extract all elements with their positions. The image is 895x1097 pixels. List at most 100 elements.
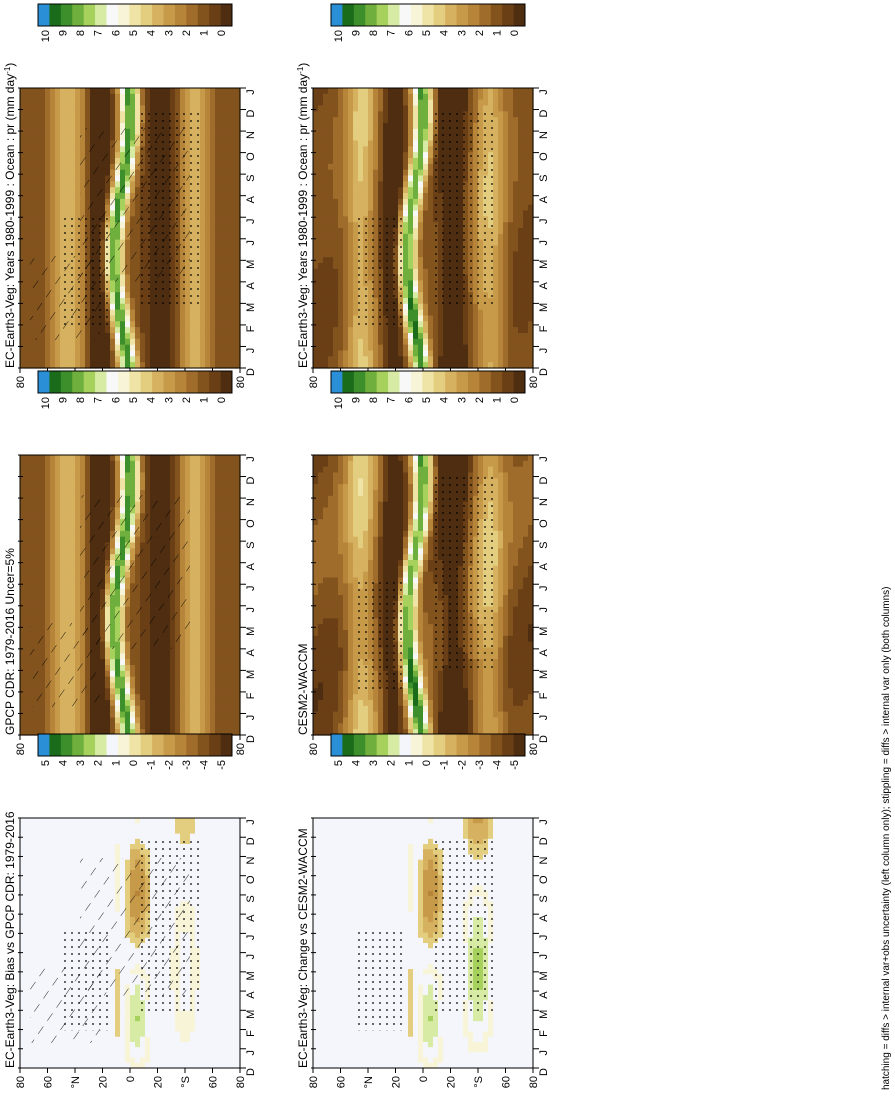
field-cell: [493, 198, 499, 206]
field-cell: [50, 245, 56, 252]
field-cell: [318, 309, 324, 317]
field-cell: [523, 268, 529, 276]
field-cell: [408, 350, 414, 357]
field-cell: [145, 472, 151, 479]
field-cell: [115, 280, 121, 287]
field-cell: [45, 233, 51, 241]
field-cell: [528, 111, 534, 118]
field-cell: [403, 356, 409, 363]
field-cell: [30, 222, 36, 229]
field-cell: [498, 338, 504, 346]
field-cell: [313, 88, 319, 95]
field-cell: [313, 350, 319, 357]
field-cell: [363, 134, 369, 142]
field-cell: [523, 362, 529, 369]
field-cell: [523, 88, 529, 95]
colorbar-swatch: [95, 4, 107, 26]
field-cell: [333, 338, 339, 346]
field-cell: [423, 134, 429, 142]
field-cell: [80, 472, 86, 479]
field-cell: [408, 105, 414, 112]
field-cell: [135, 472, 141, 479]
field-cell: [205, 117, 211, 124]
field-cell: [30, 210, 36, 217]
field-cell: [20, 362, 26, 369]
field-cell: [383, 134, 389, 142]
field-cell: [483, 309, 489, 317]
colorbar-swatch: [220, 4, 233, 26]
field-cell: [478, 338, 484, 346]
field-cell: [35, 338, 41, 346]
field-cell: [318, 327, 324, 334]
field-cell: [503, 204, 509, 212]
field-cell: [418, 298, 424, 305]
field-cell: [458, 350, 464, 357]
field-cell: [175, 321, 181, 328]
field-cell: [323, 146, 329, 153]
field-cell: [220, 222, 226, 229]
field-cell: [313, 187, 319, 194]
field-cell: [70, 123, 76, 130]
field-cell: [403, 105, 409, 112]
field-cell: [85, 88, 91, 95]
field-cell: [210, 163, 216, 171]
field-cell: [328, 362, 334, 369]
field-cell: [483, 350, 489, 357]
field-cell: [210, 268, 216, 276]
field-cell: [393, 117, 399, 124]
field-cell: [230, 525, 236, 532]
field-cell: [518, 210, 524, 217]
field-cell: [348, 303, 354, 311]
field-cell: [35, 362, 41, 369]
field-cell: [338, 333, 344, 340]
field-cell: [110, 280, 116, 287]
field-cell: [215, 274, 221, 282]
field-cell: [433, 303, 439, 311]
field-cell: [50, 216, 56, 223]
field-cell: [200, 193, 206, 200]
field-cell: [468, 333, 474, 340]
field-cell: [80, 490, 86, 497]
field-cell: [195, 333, 201, 340]
field-cell: [528, 128, 534, 136]
field-cell: [225, 292, 231, 299]
field-cell: [105, 472, 111, 479]
field-cell: [493, 303, 499, 311]
field-cell: [508, 327, 514, 334]
field-cell: [150, 327, 156, 334]
field-cell: [348, 263, 354, 270]
field-cell: [478, 99, 484, 107]
field-cell: [473, 303, 479, 311]
field-cell: [215, 204, 221, 212]
field-cell: [230, 298, 236, 305]
field-cell: [50, 228, 56, 235]
field-cell: [45, 216, 51, 223]
field-cell: [100, 362, 106, 369]
field-cell: [523, 93, 529, 101]
field-cell: [488, 321, 494, 328]
field-cell: [230, 228, 236, 235]
field-cell: [358, 158, 364, 165]
field-cell: [413, 163, 419, 171]
field-cell: [448, 99, 454, 107]
month-label: A: [538, 195, 550, 203]
field-cell: [190, 303, 196, 311]
field-cell: [338, 292, 344, 299]
field-cell: [518, 274, 524, 282]
field-cell: [205, 268, 211, 276]
field-cell: [25, 152, 31, 159]
field-cell: [160, 478, 166, 485]
field-cell: [328, 298, 334, 305]
field-cell: [438, 327, 444, 334]
field-cell: [170, 303, 176, 311]
field-cell: [175, 490, 181, 497]
field-cell: [528, 222, 534, 229]
field-cell: [418, 152, 424, 159]
field-cell: [373, 99, 379, 107]
field-cell: [20, 519, 26, 526]
field-cell: [235, 193, 241, 200]
colorbar-label: 0: [216, 30, 228, 36]
field-cell: [528, 140, 534, 147]
field-cell: [503, 338, 509, 346]
field-cell: [45, 128, 51, 136]
